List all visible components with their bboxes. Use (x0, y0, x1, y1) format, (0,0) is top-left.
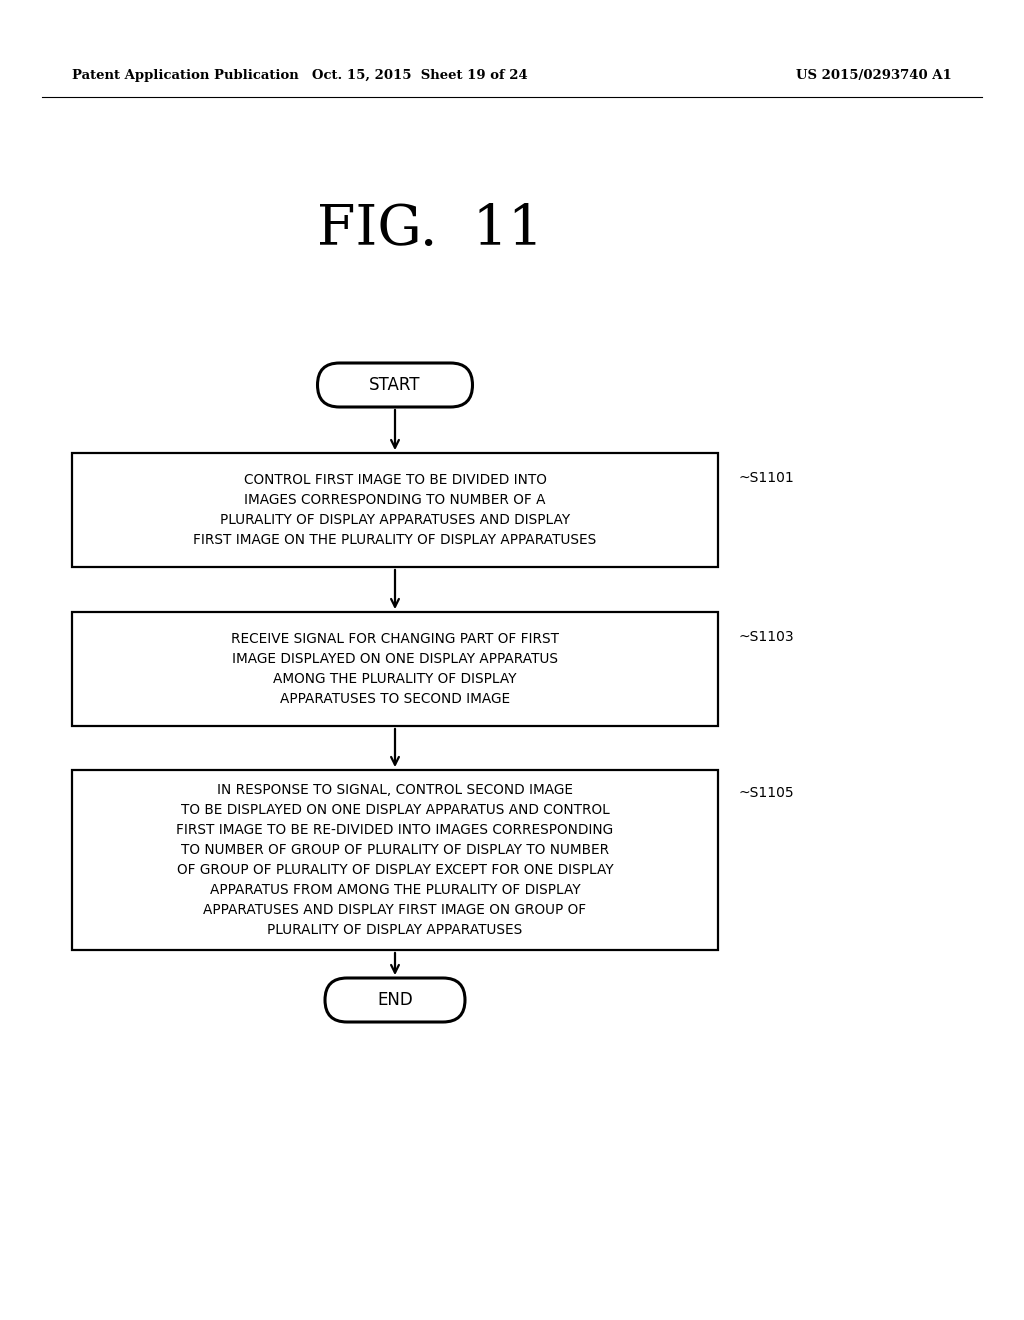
FancyBboxPatch shape (325, 978, 465, 1022)
Text: Patent Application Publication: Patent Application Publication (72, 69, 299, 82)
Text: FIG.  11: FIG. 11 (316, 203, 543, 257)
Text: START: START (370, 376, 421, 393)
Text: END: END (377, 991, 413, 1008)
Bar (72, 770, 718, 950)
FancyBboxPatch shape (317, 363, 472, 407)
Text: ~S1105: ~S1105 (738, 787, 794, 800)
Bar (72, 612, 718, 726)
Bar (72, 453, 718, 568)
Text: RECEIVE SIGNAL FOR CHANGING PART OF FIRST
IMAGE DISPLAYED ON ONE DISPLAY APPARAT: RECEIVE SIGNAL FOR CHANGING PART OF FIRS… (231, 632, 559, 706)
Text: IN RESPONSE TO SIGNAL, CONTROL SECOND IMAGE
TO BE DISPLAYED ON ONE DISPLAY APPAR: IN RESPONSE TO SIGNAL, CONTROL SECOND IM… (176, 783, 613, 937)
Text: ~S1103: ~S1103 (738, 630, 794, 644)
Text: ~S1101: ~S1101 (738, 471, 794, 484)
Text: Oct. 15, 2015  Sheet 19 of 24: Oct. 15, 2015 Sheet 19 of 24 (312, 69, 528, 82)
Text: US 2015/0293740 A1: US 2015/0293740 A1 (797, 69, 952, 82)
Text: CONTROL FIRST IMAGE TO BE DIVIDED INTO
IMAGES CORRESPONDING TO NUMBER OF A
PLURA: CONTROL FIRST IMAGE TO BE DIVIDED INTO I… (194, 473, 597, 546)
